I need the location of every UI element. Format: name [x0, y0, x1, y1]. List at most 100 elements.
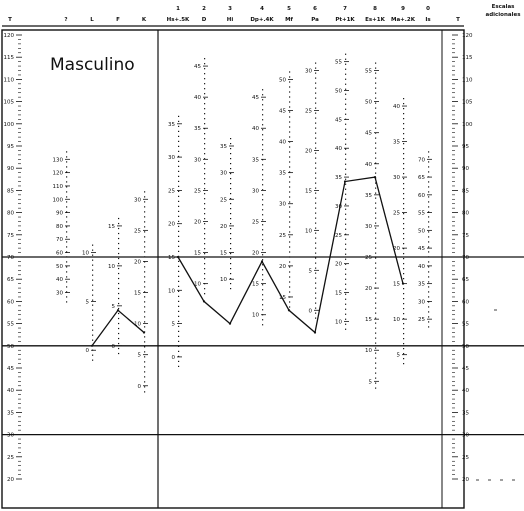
raw-score-label: 20 [134, 259, 141, 265]
column-scale-dot [144, 196, 146, 198]
left-t-tick: 85 [7, 188, 14, 194]
column-scale-dot [230, 243, 232, 245]
column-scale-dot [66, 166, 68, 168]
column-scale-dot [262, 209, 264, 211]
column-scale-dot [345, 263, 347, 265]
column-scale-dot [262, 119, 264, 121]
additional-scales-header-1: Escalas [492, 4, 516, 10]
raw-score-label: 15 [220, 251, 227, 257]
raw-score-label: 30 [418, 299, 425, 305]
column-scale-dot [204, 203, 206, 205]
raw-score-label: 30 [252, 188, 259, 194]
column-scale-dot [428, 321, 430, 323]
column-scale-dot [92, 254, 94, 256]
column-scale-dot [345, 53, 347, 55]
column-scale-dot [178, 310, 180, 312]
column-scale-dot [178, 230, 180, 232]
column-scale-dot [315, 247, 317, 249]
column-scale-dot [144, 216, 146, 218]
column-scale-dot [375, 247, 377, 249]
raw-score-label: 15 [108, 224, 115, 230]
column-scale-dot [144, 276, 146, 278]
raw-score-label: 35 [279, 171, 286, 177]
column-scale-dot [66, 301, 68, 303]
column-scale-dot [375, 182, 377, 184]
column-header-14: Is [425, 17, 431, 23]
column-scale-dot [230, 288, 232, 290]
column-scale-dot [230, 223, 232, 225]
column-scale-dot [230, 248, 232, 250]
column-scale-dot [178, 185, 180, 187]
column-scale-dot [289, 256, 291, 258]
column-scale-dot [315, 217, 317, 219]
column-scale-dot [403, 348, 405, 350]
column-scale-dot [345, 258, 347, 260]
raw-score-label: 130 [53, 157, 64, 163]
raw-score-label: 0 [112, 344, 116, 350]
column-scale-dot [204, 223, 206, 225]
column-scale-dot [428, 206, 430, 208]
column-scale-dot [315, 62, 317, 64]
column-scale-dot [262, 219, 264, 221]
column-scale-dot [178, 345, 180, 347]
raw-score-label: 10 [393, 317, 400, 323]
right-t-tick: 80 [462, 211, 469, 217]
column-scale-dot [315, 147, 317, 149]
column-scale-dot [118, 352, 120, 355]
column-scale-dot [428, 301, 430, 303]
raw-score-label: 5 [397, 353, 401, 359]
scale-number-2: 2 [202, 6, 206, 12]
column-scale-dot [178, 175, 180, 177]
column-scale-dot [230, 138, 232, 140]
column-scale-dot [289, 111, 291, 113]
column-scale-dot [345, 133, 347, 135]
column-scale-dot [92, 299, 94, 301]
right-t-tick: 45 [462, 366, 469, 372]
column-scale-dot [204, 283, 206, 285]
column-scale-dot [375, 367, 377, 369]
column-scale-dot [178, 350, 180, 352]
column-scale-dot [118, 242, 120, 245]
column-scale-dot [315, 182, 317, 184]
column-scale-dot [66, 176, 68, 178]
column-scale-dot [375, 322, 377, 324]
column-scale-dot [230, 143, 232, 145]
column-scale-dot [315, 112, 317, 114]
clinical-profile-line-point [228, 322, 232, 325]
column-scale-dot [289, 191, 291, 193]
column-scale-dot [345, 198, 347, 200]
column-scale-dot [403, 343, 405, 345]
scale-number-3: 3 [228, 6, 232, 12]
column-scale-dot [144, 326, 146, 328]
column-scale-dot [428, 196, 430, 198]
column-scale-dot [345, 323, 347, 325]
column-scale-dot [144, 391, 146, 393]
column-scale-dot [230, 188, 232, 190]
column-scale-dot [289, 231, 291, 233]
raw-score-label: 40 [56, 277, 63, 283]
column-header-7: Hi [227, 17, 234, 23]
column-scale-dot [262, 244, 264, 246]
column-scale-dot [262, 269, 264, 271]
column-scale-dot [375, 237, 377, 239]
column-scale-dot [315, 67, 317, 69]
column-scale-dot [315, 312, 317, 314]
column-scale-dot [289, 211, 291, 213]
scale-number-1: 1 [176, 6, 180, 12]
column-scale-dot [289, 181, 291, 183]
column-scale-dot [178, 250, 180, 252]
clinical-profile-line-point [401, 282, 405, 285]
raw-score-label: 65 [418, 175, 425, 181]
column-scale-dot [66, 186, 68, 188]
clinical-profile-line-point [287, 309, 291, 312]
column-scale-dot [315, 157, 317, 159]
column-header-6: D [202, 17, 207, 23]
raw-score-label: 10 [108, 264, 115, 270]
column-scale-dot [428, 171, 430, 173]
raw-score-label: 30 [279, 202, 286, 208]
column-scale-dot [345, 108, 347, 110]
column-scale-dot [262, 284, 264, 286]
column-scale-dot [66, 276, 68, 278]
raw-score-label: 40 [365, 162, 372, 168]
column-scale-dot [204, 88, 206, 90]
